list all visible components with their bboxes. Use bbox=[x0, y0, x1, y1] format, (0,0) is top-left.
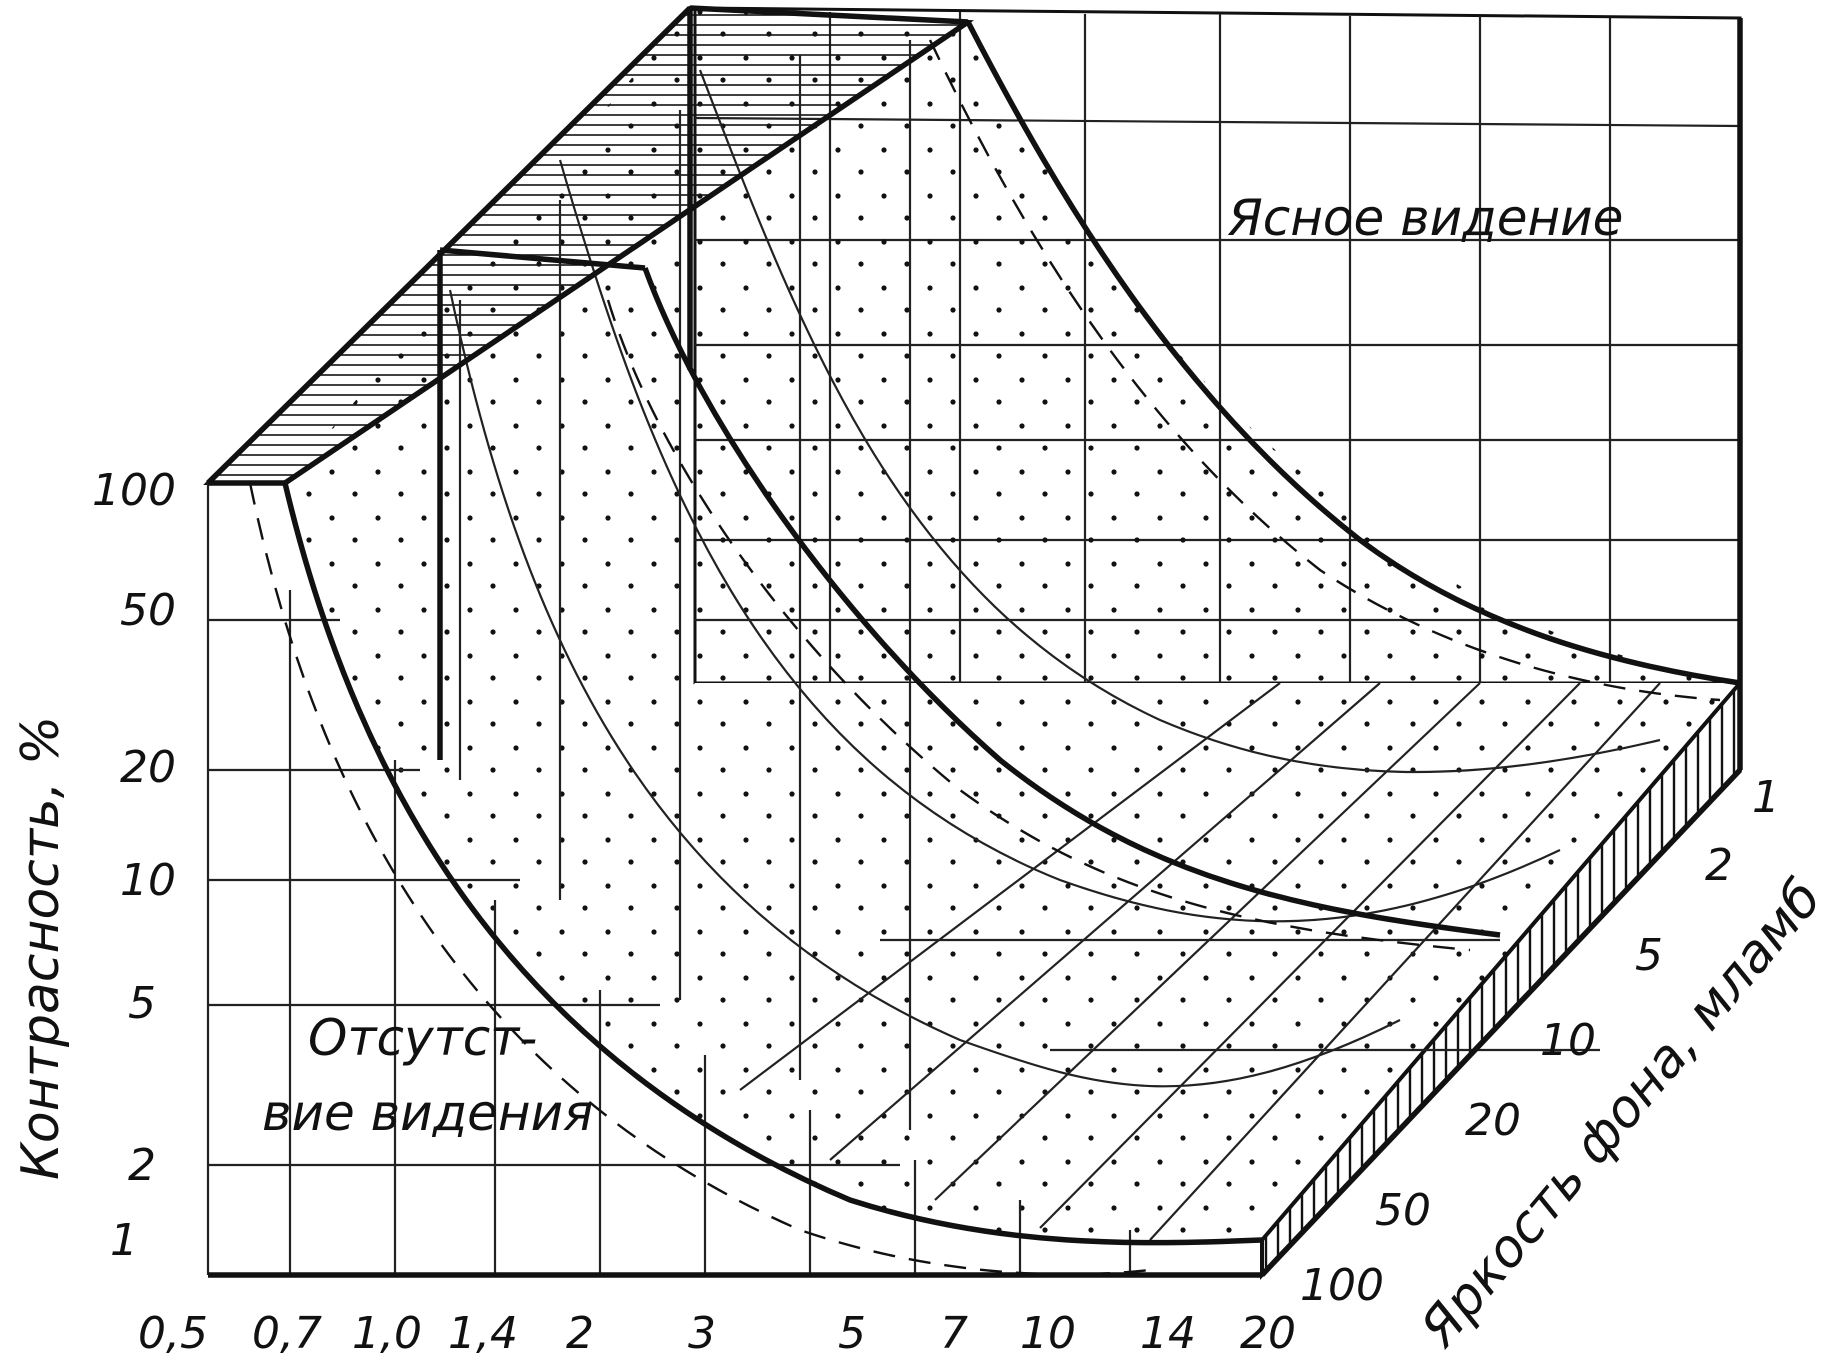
x-tick-label: 1,4 bbox=[448, 1308, 518, 1359]
y-tick-label: 5 bbox=[128, 978, 156, 1029]
x-tick-label: 7 bbox=[940, 1308, 968, 1359]
y-tick-label: 10 bbox=[120, 855, 176, 906]
z-tick-label: 50 bbox=[1375, 1185, 1431, 1236]
x-tick-label: 20 bbox=[1240, 1308, 1296, 1359]
x-tick-label: 0,7 bbox=[252, 1308, 322, 1359]
x-tick-label: 0,5 bbox=[138, 1308, 208, 1359]
y-tick-label: 100 bbox=[92, 465, 176, 516]
y-axis-ticks: 100 50 20 10 5 2 1 bbox=[92, 465, 176, 1266]
z-axis-ticks: 1 2 5 10 20 50 100 bbox=[1300, 772, 1780, 1311]
y-axis-title: Контрасность, % bbox=[11, 716, 71, 1180]
inner-threshold-curve bbox=[965, 20, 1741, 686]
floor-grid bbox=[739, 682, 1661, 1241]
x-axis-ticks: 0,5 0,7 1,0 1,4 2 3 5 7 10 14 20 bbox=[138, 1308, 1296, 1359]
x-tick-label: 2 bbox=[566, 1308, 594, 1359]
x-tick-label: 5 bbox=[838, 1308, 866, 1359]
z-tick-label: 10 bbox=[1540, 1015, 1596, 1066]
region-no-vision-line1: Отсутст- bbox=[308, 1009, 537, 1067]
x-tick-label: 14 bbox=[1140, 1308, 1196, 1359]
z-tick-label: 2 bbox=[1705, 840, 1733, 891]
x-tick-label: 1,0 bbox=[352, 1308, 422, 1359]
z-tick-label: 100 bbox=[1300, 1260, 1384, 1311]
z-tick-label: 5 bbox=[1635, 930, 1663, 981]
middle-threshold-curve bbox=[642, 267, 1501, 938]
z-tick-label: 20 bbox=[1465, 1095, 1521, 1146]
y-tick-label: 20 bbox=[120, 742, 176, 793]
y-tick-label: 1 bbox=[110, 1215, 138, 1266]
z-tick-label: 1 bbox=[1752, 772, 1780, 823]
outer-threshold-curve bbox=[282, 482, 1263, 1246]
threshold-curves bbox=[206, 5, 1743, 1278]
threshold-surface bbox=[285, 10, 1740, 1243]
region-clear-vision: Ясное видение bbox=[1227, 189, 1623, 247]
front-wall-grid bbox=[206, 483, 1132, 1275]
dashed-curves bbox=[248, 39, 1721, 1276]
y-tick-label: 2 bbox=[128, 1140, 156, 1191]
x-tick-label: 3 bbox=[688, 1308, 716, 1359]
x-tick-label: 10 bbox=[1020, 1308, 1076, 1359]
region-no-vision-line2: вие видения bbox=[262, 1084, 593, 1142]
surface-grid bbox=[448, 40, 1661, 1130]
y-tick-label: 50 bbox=[120, 585, 176, 636]
